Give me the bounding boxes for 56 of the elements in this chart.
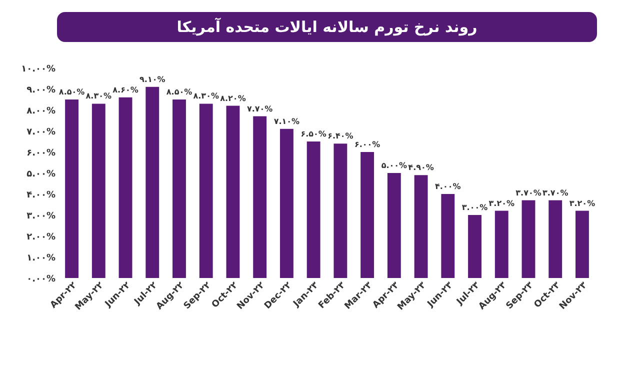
data-label: ۳.۰۰%	[462, 203, 488, 212]
chart-title: روند نرخ تورم سالانه ایالات متحده آمریکا	[176, 17, 478, 36]
x-tick-label: Sep-۲۳	[504, 280, 536, 312]
data-label: ۶.۵۰%	[300, 130, 326, 138]
data-label: ۹.۱۰%	[140, 74, 166, 84]
data-label: ۷.۷۰%	[246, 104, 273, 114]
data-label: ۳.۷۰%	[542, 188, 568, 198]
y-tick-label: ۰.۰۰%	[26, 274, 56, 284]
data-label: ۳.۲۰%	[488, 198, 514, 208]
data-label: ۸.۵۰%	[166, 88, 192, 96]
data-label: ۴.۰۰%	[435, 182, 461, 191]
y-tick-label: ۵.۰۰%	[26, 170, 56, 180]
y-tick-label: ۹.۰۰%	[26, 86, 56, 96]
bar	[118, 97, 132, 278]
bar	[65, 100, 78, 278]
y-tick-label: ۸.۰۰%	[26, 106, 56, 116]
x-tick-label: Jun-۲۲	[102, 280, 133, 310]
y-tick-label: ۳.۰۰%	[26, 212, 56, 222]
bar	[306, 142, 320, 278]
bar	[172, 100, 186, 278]
bar	[226, 106, 240, 278]
y-tick-label: ۷.۰۰%	[26, 128, 56, 138]
y-tick-label: ۱۰.۰۰%	[21, 64, 56, 74]
y-tick-label: ۱.۰۰%	[26, 254, 56, 264]
data-label: ۶.۰۰%	[354, 140, 380, 149]
bar	[494, 210, 508, 278]
data-label: ۸.۳۰%	[193, 92, 219, 101]
bar	[522, 200, 536, 278]
bar	[146, 86, 160, 278]
data-label: ۸.۵۰%	[58, 88, 85, 96]
data-label: ۷.۱۰%	[274, 116, 300, 126]
bar	[387, 173, 401, 278]
x-tick-label: Nov-۲۳	[558, 280, 590, 312]
bar	[360, 152, 374, 278]
bar	[576, 210, 589, 278]
bar	[548, 200, 562, 278]
x-tick-label: Dec-۲۲	[262, 280, 294, 312]
data-label: ۴.۹۰%	[408, 163, 434, 172]
data-label: ۸.۳۰%	[86, 92, 112, 101]
data-label: ۶.۴۰%	[328, 132, 354, 141]
bar	[468, 215, 482, 278]
bar	[441, 194, 455, 278]
bar	[199, 104, 213, 278]
bar	[334, 144, 348, 278]
y-tick-label: ۲.۰۰%	[26, 232, 56, 242]
bar	[253, 116, 267, 278]
data-label: ۳.۷۰%	[516, 188, 542, 198]
bar	[92, 104, 106, 278]
bar	[414, 175, 428, 278]
data-label: ۸.۶۰%	[112, 85, 138, 94]
y-tick-label: ۴.۰۰%	[26, 190, 56, 200]
data-label: ۵.۰۰%	[381, 161, 408, 170]
y-tick-label: ۶.۰۰%	[26, 148, 56, 158]
data-label: ۳.۲۰%	[569, 198, 596, 208]
bar	[280, 128, 294, 278]
data-label: ۸.۲۰%	[220, 94, 246, 103]
